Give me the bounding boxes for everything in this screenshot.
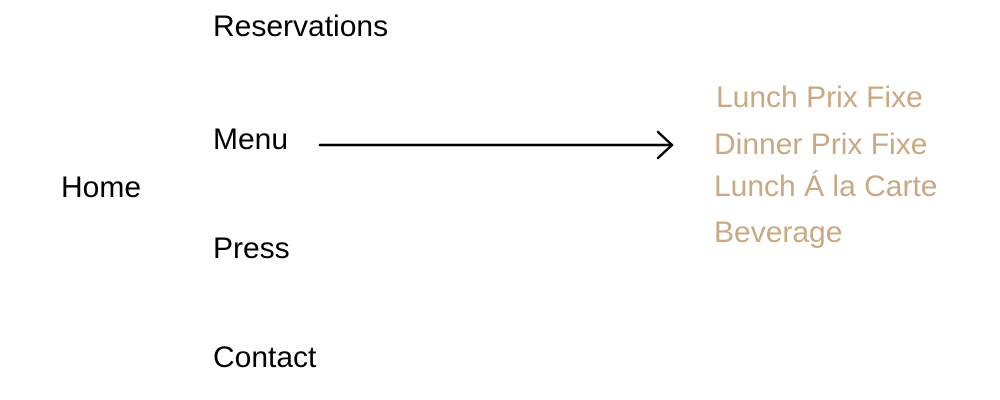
- submenu-item-lunch-a-la-carte[interactable]: Lunch Á la Carte: [714, 170, 938, 203]
- nav-item-contact[interactable]: Contact: [213, 341, 317, 374]
- nav-item-press[interactable]: Press: [213, 232, 290, 265]
- nav-item-home[interactable]: Home: [61, 171, 142, 204]
- submenu-item-lunch-prix-fixe[interactable]: Lunch Prix Fixe: [716, 81, 923, 114]
- nav-item-menu[interactable]: Menu: [213, 123, 289, 156]
- submenu-item-dinner-prix-fixe[interactable]: Dinner Prix Fixe: [714, 128, 928, 161]
- nav-item-reservations[interactable]: Reservations: [213, 10, 389, 43]
- submenu-item-beverage[interactable]: Beverage: [714, 216, 843, 249]
